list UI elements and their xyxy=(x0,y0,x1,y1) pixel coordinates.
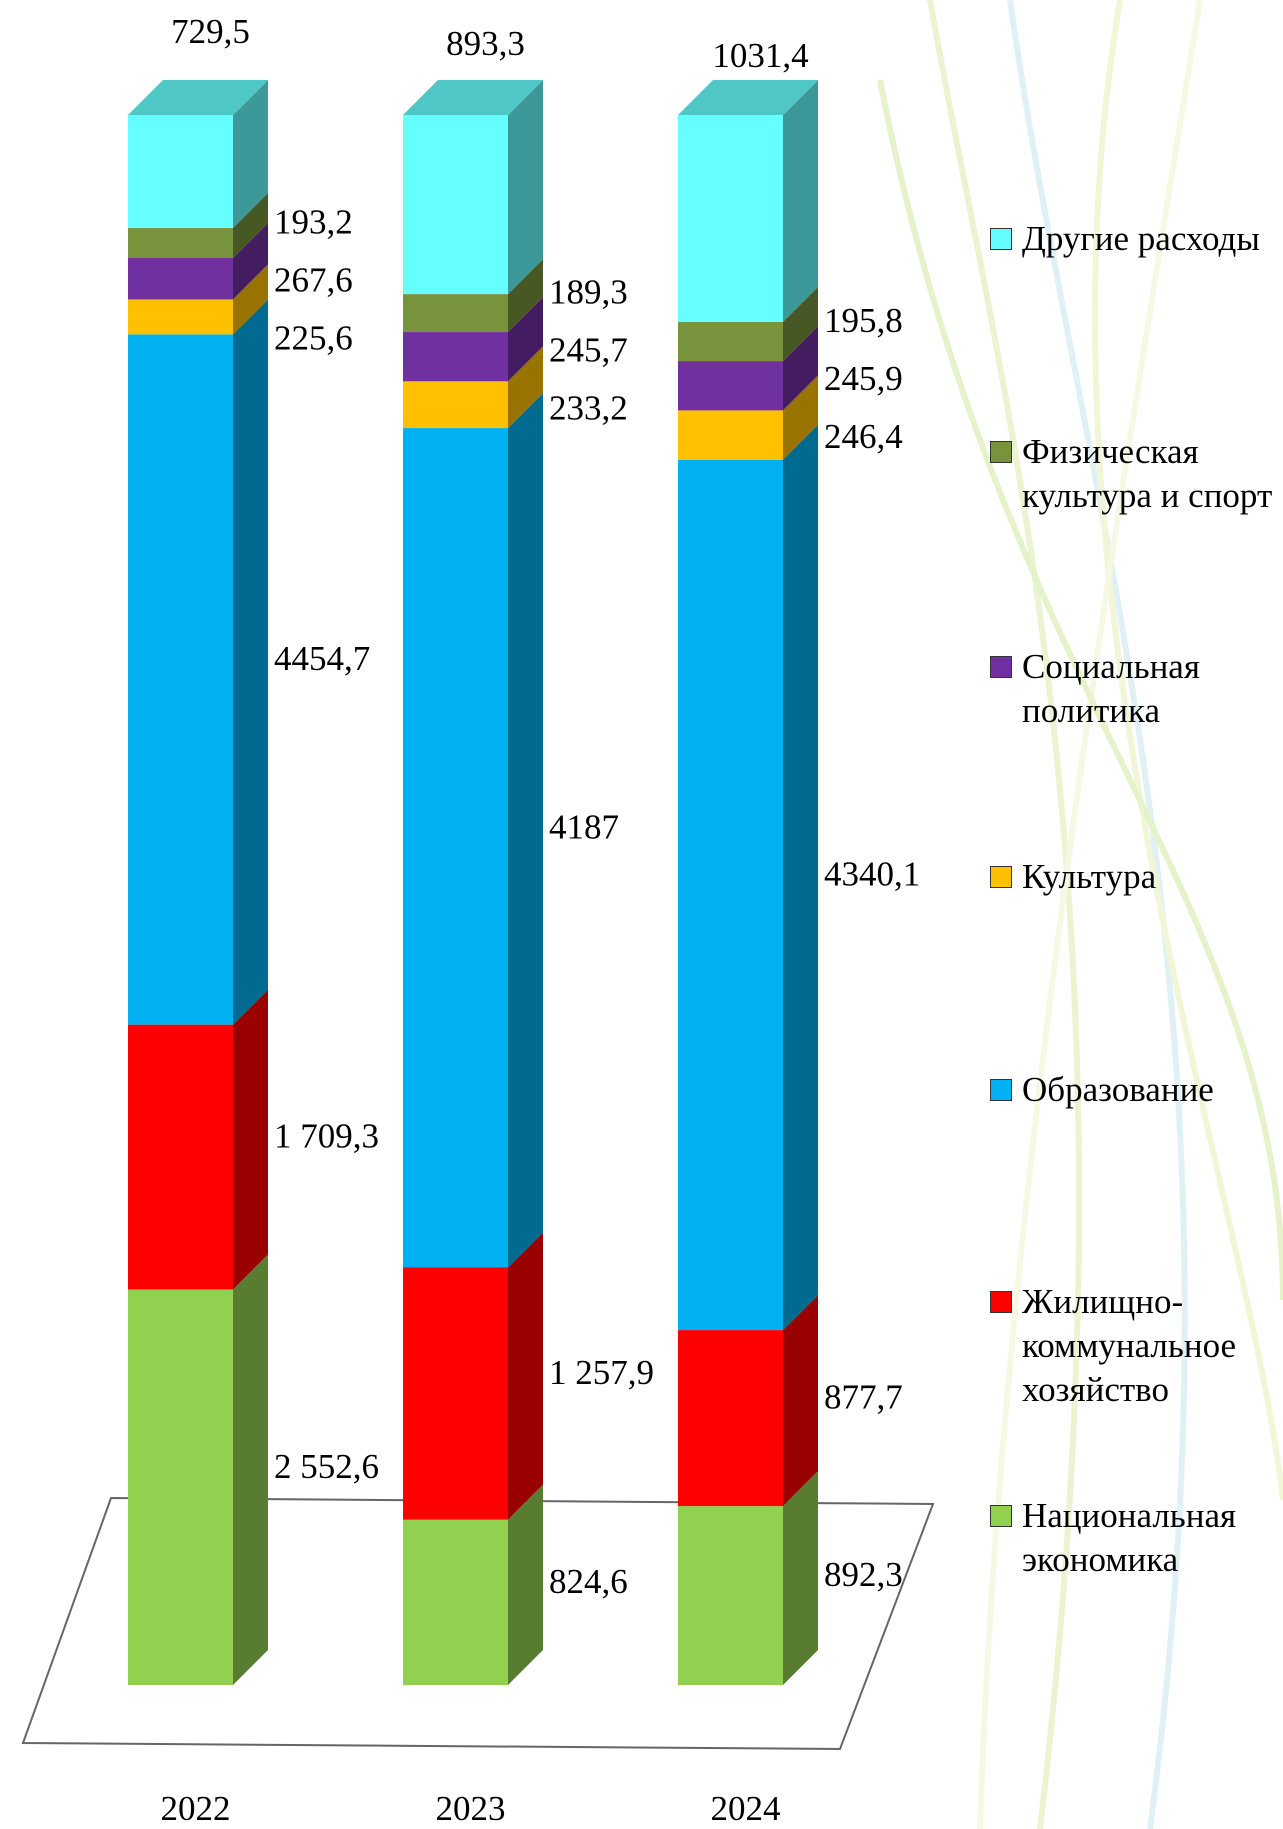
bar-segment xyxy=(403,393,543,1267)
legend-item: Образование xyxy=(988,1068,1278,1112)
bar-front xyxy=(678,322,783,361)
legend-item: Жилищно-коммунальное хозяйство xyxy=(988,1280,1278,1412)
bar-side xyxy=(783,425,818,1330)
bar-front xyxy=(128,299,233,334)
legend-item: Культура xyxy=(988,855,1278,899)
bar-side xyxy=(508,1485,543,1685)
bar-side xyxy=(508,393,543,1267)
legend-label: Образование xyxy=(1022,1070,1214,1109)
legend-label: Культура xyxy=(1022,857,1156,896)
legend-label: Другие расходы xyxy=(1022,219,1260,258)
legend-item: Другие расходы xyxy=(988,217,1278,261)
bar-front xyxy=(678,410,783,459)
value-label: 893,3 xyxy=(446,24,525,63)
value-label: 1 257,9 xyxy=(549,1353,654,1392)
value-label: 2 552,6 xyxy=(274,1447,379,1486)
bar-segment xyxy=(128,80,268,228)
bar-front xyxy=(403,428,508,1267)
legend-swatch xyxy=(990,1505,1012,1527)
value-label: 824,6 xyxy=(549,1562,628,1601)
bar-front xyxy=(128,115,233,228)
value-label: 892,3 xyxy=(824,1555,903,1594)
bar-segment xyxy=(128,1254,268,1685)
value-label: 245,9 xyxy=(824,359,903,398)
x-tick-label: 2024 xyxy=(711,1789,781,1828)
value-label: 877,7 xyxy=(824,1378,903,1417)
bar-front xyxy=(128,1025,233,1290)
bar-front xyxy=(128,228,233,258)
bar-segment xyxy=(403,1232,543,1519)
bar-side xyxy=(508,80,543,294)
value-label: 4187 xyxy=(549,807,619,846)
bar-side xyxy=(233,1254,268,1685)
bar-side xyxy=(783,1295,818,1506)
page: 729,5 193,2 267,6 225,6 4454,7 1 709,3 2 552,6… xyxy=(0,0,1283,1829)
value-label: 267,6 xyxy=(274,261,353,300)
bar-front xyxy=(128,1289,233,1685)
value-label: 189,3 xyxy=(549,273,628,312)
legend-swatch xyxy=(990,866,1012,888)
bar-front xyxy=(678,115,783,322)
bar-front xyxy=(678,460,783,1330)
bar-front xyxy=(403,332,508,381)
bar-front xyxy=(128,258,233,299)
legend-swatch xyxy=(990,441,1012,463)
bar-front xyxy=(403,1520,508,1685)
legend-label: Социальная политика xyxy=(1022,647,1200,730)
legend-item: Национальная экономика xyxy=(988,1494,1278,1582)
bar-side xyxy=(233,299,268,1024)
value-label: 729,5 xyxy=(171,12,250,51)
bar-front xyxy=(128,334,233,1024)
bar-front xyxy=(403,115,508,294)
bar-side xyxy=(233,990,268,1290)
legend-swatch xyxy=(990,656,1012,678)
value-label: 1031,4 xyxy=(712,36,808,75)
legend-label: Физическая культура и спорт xyxy=(1022,432,1272,515)
bar-segment xyxy=(403,80,543,294)
bar-front xyxy=(678,361,783,410)
x-tick-label: 2023 xyxy=(436,1789,506,1828)
value-label: 233,2 xyxy=(549,389,628,428)
value-label: 4340,1 xyxy=(824,854,920,893)
value-label: 225,6 xyxy=(274,319,353,358)
value-label: 193,2 xyxy=(274,203,353,242)
legend-swatch xyxy=(990,1079,1012,1101)
value-label: 246,4 xyxy=(824,417,903,456)
bar-side xyxy=(508,1232,543,1519)
bar-segment xyxy=(128,990,268,1290)
value-label: 4454,7 xyxy=(274,639,370,678)
bar-front xyxy=(403,294,508,332)
legend-item: Социальная политика xyxy=(988,645,1278,733)
legend-swatch xyxy=(990,228,1012,250)
bar-segment xyxy=(128,299,268,1024)
bar-front xyxy=(403,381,508,428)
bar-front xyxy=(678,1506,783,1685)
legend-swatch xyxy=(990,1291,1012,1313)
value-label: 1 709,3 xyxy=(274,1117,379,1156)
legend-label: Жилищно-коммунальное хозяйство xyxy=(1022,1282,1236,1409)
legend-item: Физическая культура и спорт xyxy=(988,430,1278,518)
bar-side xyxy=(783,80,818,322)
value-label: 245,7 xyxy=(549,331,628,370)
value-label: 195,8 xyxy=(824,301,903,340)
bar-segment xyxy=(678,80,818,322)
bar-front xyxy=(403,1267,508,1519)
bar-front xyxy=(678,1330,783,1506)
x-tick-label: 2022 xyxy=(161,1789,231,1828)
bar-side xyxy=(783,1471,818,1685)
bar-segment xyxy=(678,425,818,1330)
legend-label: Национальная экономика xyxy=(1022,1496,1236,1579)
